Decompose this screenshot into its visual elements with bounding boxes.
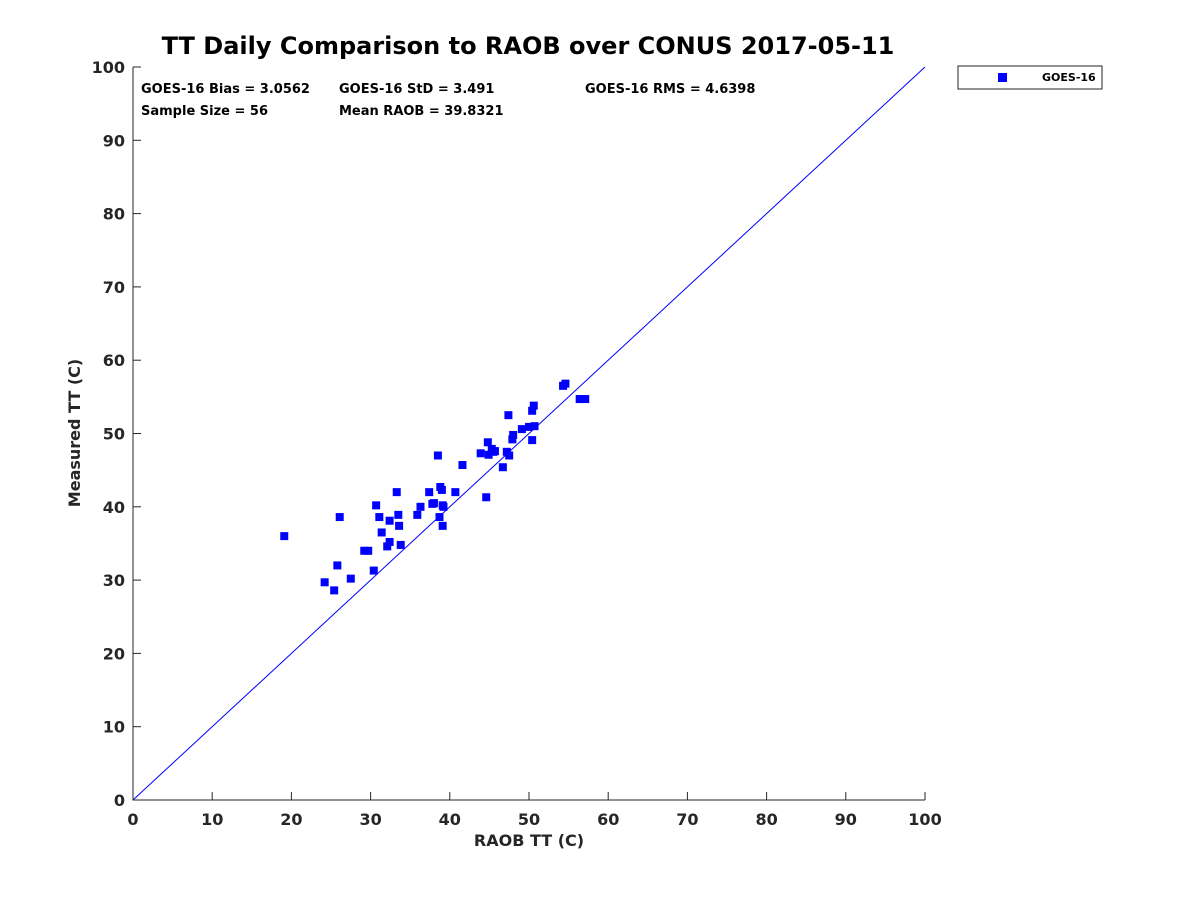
data-point: [561, 379, 570, 388]
data-point: [509, 430, 518, 439]
x-tick-label: 70: [676, 810, 698, 829]
data-point: [498, 463, 507, 472]
data-point: [428, 499, 437, 508]
y-tick-label: 80: [103, 205, 125, 224]
y-tick-label: 100: [92, 58, 125, 77]
stat-sample-size: Sample Size = 56: [141, 104, 268, 119]
data-point: [575, 395, 584, 404]
x-tick-label: 80: [755, 810, 777, 829]
data-point: [377, 528, 386, 537]
data-point: [280, 532, 289, 541]
data-point: [396, 540, 405, 549]
data-point: [330, 586, 339, 595]
x-tick-label: 50: [518, 810, 540, 829]
x-tick-label: 40: [439, 810, 461, 829]
data-points: [280, 379, 590, 595]
data-point: [375, 513, 384, 522]
data-point: [333, 561, 342, 570]
y-axis-ticks: 0 10 20 30 40 50 60 70 80 90 100: [92, 58, 141, 810]
data-point: [425, 488, 434, 497]
data-point: [335, 513, 344, 522]
x-tick-label: 90: [835, 810, 857, 829]
data-point: [439, 502, 448, 511]
data-point: [346, 574, 355, 583]
data-point: [458, 461, 467, 470]
stat-mean-raob: Mean RAOB = 39.8321: [339, 104, 504, 119]
chart-title: TT Daily Comparison to RAOB over CONUS 2…: [162, 32, 895, 60]
y-tick-label: 30: [103, 571, 125, 590]
y-axis-label: Measured TT (C): [65, 359, 84, 507]
y-tick-label: 60: [103, 351, 125, 370]
data-point: [528, 436, 537, 445]
data-point: [581, 395, 590, 404]
data-point: [383, 542, 392, 551]
x-tick-label: 60: [597, 810, 619, 829]
data-point: [504, 411, 513, 420]
x-axis-ticks: 0 10 20 30 40 50 60 70 80 90 100: [127, 792, 942, 829]
y-tick-label: 10: [103, 718, 125, 737]
stat-std: GOES-16 StD = 3.491: [339, 82, 494, 97]
data-point: [505, 451, 514, 460]
data-point: [489, 447, 498, 456]
y-tick-label: 90: [103, 131, 125, 150]
legend-label-goes-16: GOES-16: [1042, 71, 1096, 84]
data-point: [483, 438, 492, 447]
data-point: [433, 451, 442, 460]
data-point: [482, 493, 491, 502]
stat-bias: GOES-16 Bias = 3.0562: [141, 82, 310, 97]
data-point: [385, 516, 394, 525]
data-point: [476, 449, 485, 458]
y-tick-label: 40: [103, 498, 125, 517]
legend-box: [957, 65, 1103, 90]
x-tick-label: 30: [359, 810, 381, 829]
data-point: [438, 521, 447, 530]
data-point: [395, 521, 404, 530]
data-point: [435, 513, 444, 522]
data-point: [416, 502, 425, 511]
legend: GOES-16: [957, 65, 1103, 90]
data-point: [394, 510, 403, 519]
x-tick-label: 20: [280, 810, 302, 829]
data-point: [413, 510, 422, 519]
x-tick-label: 100: [908, 810, 941, 829]
data-point: [451, 488, 460, 497]
data-point: [529, 401, 538, 410]
x-tick-label: 0: [127, 810, 138, 829]
data-point: [437, 485, 446, 494]
data-point: [372, 501, 381, 510]
data-point: [392, 488, 401, 497]
x-tick-label: 10: [201, 810, 223, 829]
data-point: [484, 450, 493, 459]
data-point: [320, 578, 329, 587]
reference-line: [132, 66, 926, 801]
data-point: [530, 422, 539, 431]
data-point: [364, 546, 373, 555]
data-point: [385, 537, 394, 546]
plot-area: 0 10 20 30 40 50 60 70 80 90 100 0 10 20 30 40 50 60 70 80…: [92, 58, 942, 829]
data-point: [525, 422, 533, 431]
y-tick-label: 20: [103, 644, 125, 663]
data-point: [369, 566, 378, 575]
y-tick-label: 50: [103, 425, 125, 444]
stat-rms: GOES-16 RMS = 4.6398: [585, 82, 755, 97]
data-point: [508, 435, 517, 444]
y-tick-label: 0: [114, 791, 125, 810]
stats-annotations: GOES-16 Bias = 3.0562 GOES-16 StD = 3.49…: [141, 82, 755, 119]
data-point: [528, 406, 537, 415]
legend-marker-square: [998, 73, 1007, 82]
data-point: [517, 425, 526, 434]
x-axis-label: RAOB TT (C): [474, 831, 584, 850]
y-tick-label: 70: [103, 278, 125, 297]
